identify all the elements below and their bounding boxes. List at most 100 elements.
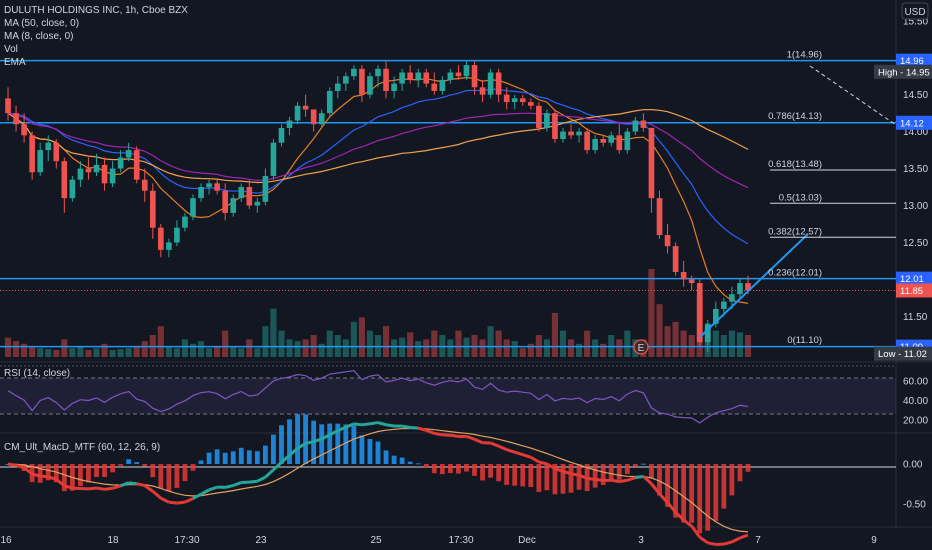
candle-body[interactable]	[680, 272, 687, 280]
macd-title[interactable]: CM_Ult_MacD_MTF (60, 12, 26, 9)	[4, 442, 160, 453]
candle-body[interactable]	[174, 227, 180, 243]
horizontal-lines[interactable]	[0, 59, 896, 348]
candle-body[interactable]	[407, 72, 413, 80]
trend-line-segment[interactable]	[699, 233, 809, 338]
candle-body[interactable]	[286, 120, 293, 128]
candle-body[interactable]	[399, 72, 405, 84]
candle-body[interactable]	[53, 142, 60, 162]
earnings-marker[interactable]: E	[633, 339, 649, 355]
candle-body[interactable]	[5, 98, 11, 114]
candle-body[interactable]	[544, 113, 550, 128]
price-extreme-tag[interactable]	[874, 64, 932, 79]
candle-body[interactable]	[431, 83, 438, 91]
candle-body[interactable]	[61, 161, 68, 199]
candle-body[interactable]	[415, 72, 422, 80]
candle-body[interactable]	[519, 98, 526, 103]
candle-body[interactable]	[536, 105, 542, 128]
price-level-tag[interactable]	[896, 53, 932, 68]
candlesticks[interactable]	[5, 61, 751, 352]
candle-body[interactable]	[696, 283, 703, 343]
candle-body[interactable]	[383, 68, 389, 91]
candle-body[interactable]	[721, 301, 727, 309]
candle-body[interactable]	[656, 198, 663, 236]
candle-body[interactable]	[600, 139, 607, 143]
candle-body[interactable]	[21, 124, 27, 136]
candle-body[interactable]	[246, 187, 253, 206]
candle-body[interactable]	[302, 105, 309, 110]
price-axis[interactable]: 15.5015.0014.5014.0013.5013.0012.5012.00…	[874, 16, 932, 361]
candle-body[interactable]	[359, 68, 365, 95]
candle-body[interactable]	[463, 65, 470, 77]
price-level-tag[interactable]	[896, 115, 932, 130]
candle-body[interactable]	[270, 142, 277, 176]
candle-body[interactable]	[616, 135, 623, 151]
candle-body[interactable]	[495, 72, 502, 95]
candle-body[interactable]	[640, 120, 647, 128]
indicator-ma50[interactable]: MA (50, close, 0)	[4, 18, 79, 29]
candle-body[interactable]	[262, 175, 269, 202]
currency-button[interactable]: USD	[901, 2, 929, 20]
candle-body[interactable]	[528, 102, 534, 106]
candle-body[interactable]	[688, 279, 695, 284]
candle-body[interactable]	[254, 201, 261, 206]
candle-body[interactable]	[198, 187, 204, 199]
price-extreme-tag[interactable]	[874, 346, 932, 361]
candle-body[interactable]	[318, 113, 325, 125]
candle-body[interactable]	[664, 235, 671, 247]
candle-body[interactable]	[117, 157, 124, 169]
candle-body[interactable]	[190, 198, 196, 217]
price-level-tag[interactable]	[896, 283, 932, 298]
time-axis[interactable]: 16 18 17:30 23 25 17:30 Dec 3 7 9	[0, 535, 877, 546]
candle-body[interactable]	[737, 283, 743, 295]
candle-body[interactable]	[334, 83, 341, 91]
candle-body[interactable]	[141, 179, 148, 191]
candle-body[interactable]	[608, 135, 615, 143]
candle-body[interactable]	[85, 168, 92, 173]
candle-body[interactable]	[125, 150, 132, 158]
candle-body[interactable]	[648, 127, 655, 199]
candle-body[interactable]	[423, 72, 430, 84]
candle-body[interactable]	[584, 131, 590, 151]
indicator-ema[interactable]: EMA	[4, 57, 26, 68]
candle-body[interactable]	[343, 76, 349, 84]
candle-body[interactable]	[552, 113, 558, 140]
candle-body[interactable]	[294, 105, 301, 121]
candle-body[interactable]	[632, 120, 639, 132]
candle-body[interactable]	[101, 164, 108, 184]
rsi-title[interactable]: RSI (14, close)	[4, 368, 70, 379]
candle-body[interactable]	[672, 246, 679, 273]
candle-body[interactable]	[704, 323, 711, 343]
candle-body[interactable]	[45, 142, 52, 151]
trend-line[interactable]	[699, 65, 897, 338]
candle-body[interactable]	[503, 94, 510, 103]
candle-body[interactable]	[367, 76, 373, 95]
candle-body[interactable]	[69, 179, 76, 199]
candle-body[interactable]	[576, 131, 582, 136]
candle-body[interactable]	[77, 168, 84, 180]
candle-body[interactable]	[93, 164, 100, 173]
candle-body[interactable]	[624, 131, 631, 151]
candle-body[interactable]	[109, 168, 116, 184]
candle-body[interactable]	[182, 216, 188, 228]
candle-body[interactable]	[375, 68, 381, 77]
candle-body[interactable]	[214, 183, 220, 191]
candle-body[interactable]	[13, 113, 19, 125]
candle-body[interactable]	[439, 79, 446, 91]
candle-body[interactable]	[133, 150, 140, 180]
candle-body[interactable]	[560, 131, 566, 140]
candle-body[interactable]	[326, 90, 333, 114]
candle-body[interactable]	[745, 283, 751, 291]
candle-body[interactable]	[712, 308, 719, 324]
candle-body[interactable]	[37, 150, 44, 173]
candle-body[interactable]	[166, 242, 172, 250]
candle-body[interactable]	[487, 72, 494, 95]
candle-body[interactable]	[351, 68, 357, 77]
candle-body[interactable]	[158, 227, 164, 250]
candle-body[interactable]	[238, 187, 245, 199]
candle-body[interactable]	[391, 83, 397, 91]
candle-body[interactable]	[206, 183, 212, 188]
candle-body[interactable]	[729, 294, 735, 302]
candle-body[interactable]	[447, 72, 454, 80]
candle-body[interactable]	[455, 72, 462, 77]
